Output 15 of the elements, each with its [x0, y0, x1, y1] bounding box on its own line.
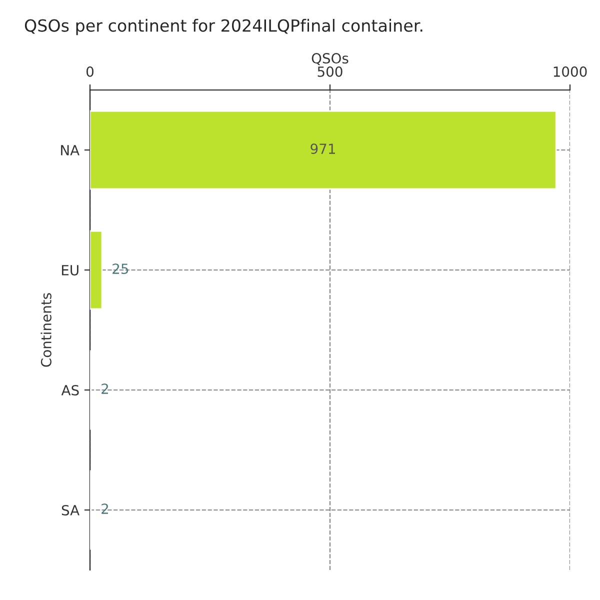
x-tick-label: 500 — [318, 66, 342, 77]
chart-title: QSOs per continent for 2024ILQPfinal container. — [24, 18, 422, 36]
bar — [90, 230, 103, 310]
x-tick-label: 1000 — [554, 66, 587, 77]
y-tick-label: NA — [61, 145, 80, 156]
y-tick-label: SA — [62, 504, 80, 516]
data-label: 971 — [310, 144, 336, 154]
bar — [90, 110, 557, 190]
data-label: 2 — [102, 504, 108, 514]
data-label: 2 — [102, 384, 108, 394]
x-axis-title: QSOs — [312, 53, 348, 66]
y-tick-label: EU — [62, 265, 78, 276]
y-axis-title: Continents — [40, 293, 52, 367]
x-tick-label: 0 — [86, 66, 94, 77]
y-tick-label: AS — [61, 384, 79, 396]
